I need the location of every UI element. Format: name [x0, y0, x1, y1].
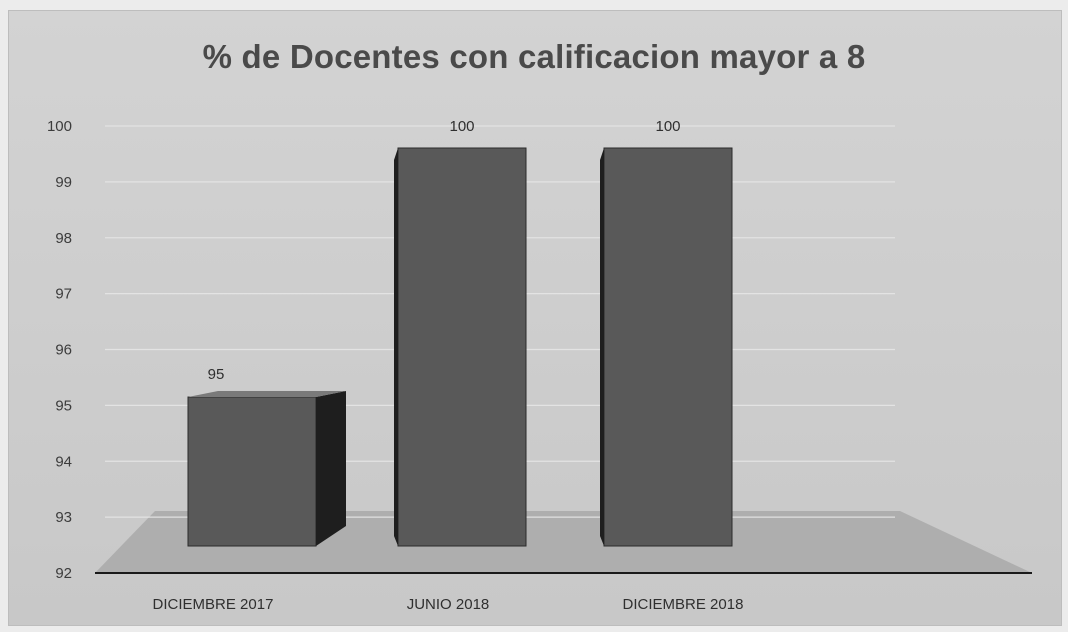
bar: [397, 147, 527, 547]
y-tick-label: 96: [55, 342, 72, 359]
bar-side-face: [316, 391, 346, 546]
data-label: 100: [449, 118, 474, 135]
x-category-label: DICIEMBRE 2018: [623, 596, 744, 613]
y-tick-label: 98: [55, 230, 72, 247]
data-label: 95: [208, 366, 225, 383]
bar: [603, 147, 733, 547]
data-label: 100: [655, 118, 680, 135]
x-category-label: DICIEMBRE 2017: [153, 596, 274, 613]
y-tick-label: 94: [55, 453, 72, 470]
y-tick-label: 95: [55, 397, 72, 414]
chart-title: % de Docentes con calificacion mayor a 8: [202, 38, 866, 75]
bar: [187, 396, 317, 547]
y-tick-label: 93: [55, 509, 72, 526]
bar-side-face: [394, 148, 398, 546]
y-tick-label: 92: [55, 565, 72, 582]
y-tick-label: 99: [55, 174, 72, 191]
y-tick-label: 100: [47, 118, 72, 135]
x-category-label: JUNIO 2018: [407, 596, 490, 613]
bar-top-face: [188, 391, 346, 397]
bar-side-face: [600, 148, 604, 546]
y-tick-label: 97: [55, 286, 72, 303]
